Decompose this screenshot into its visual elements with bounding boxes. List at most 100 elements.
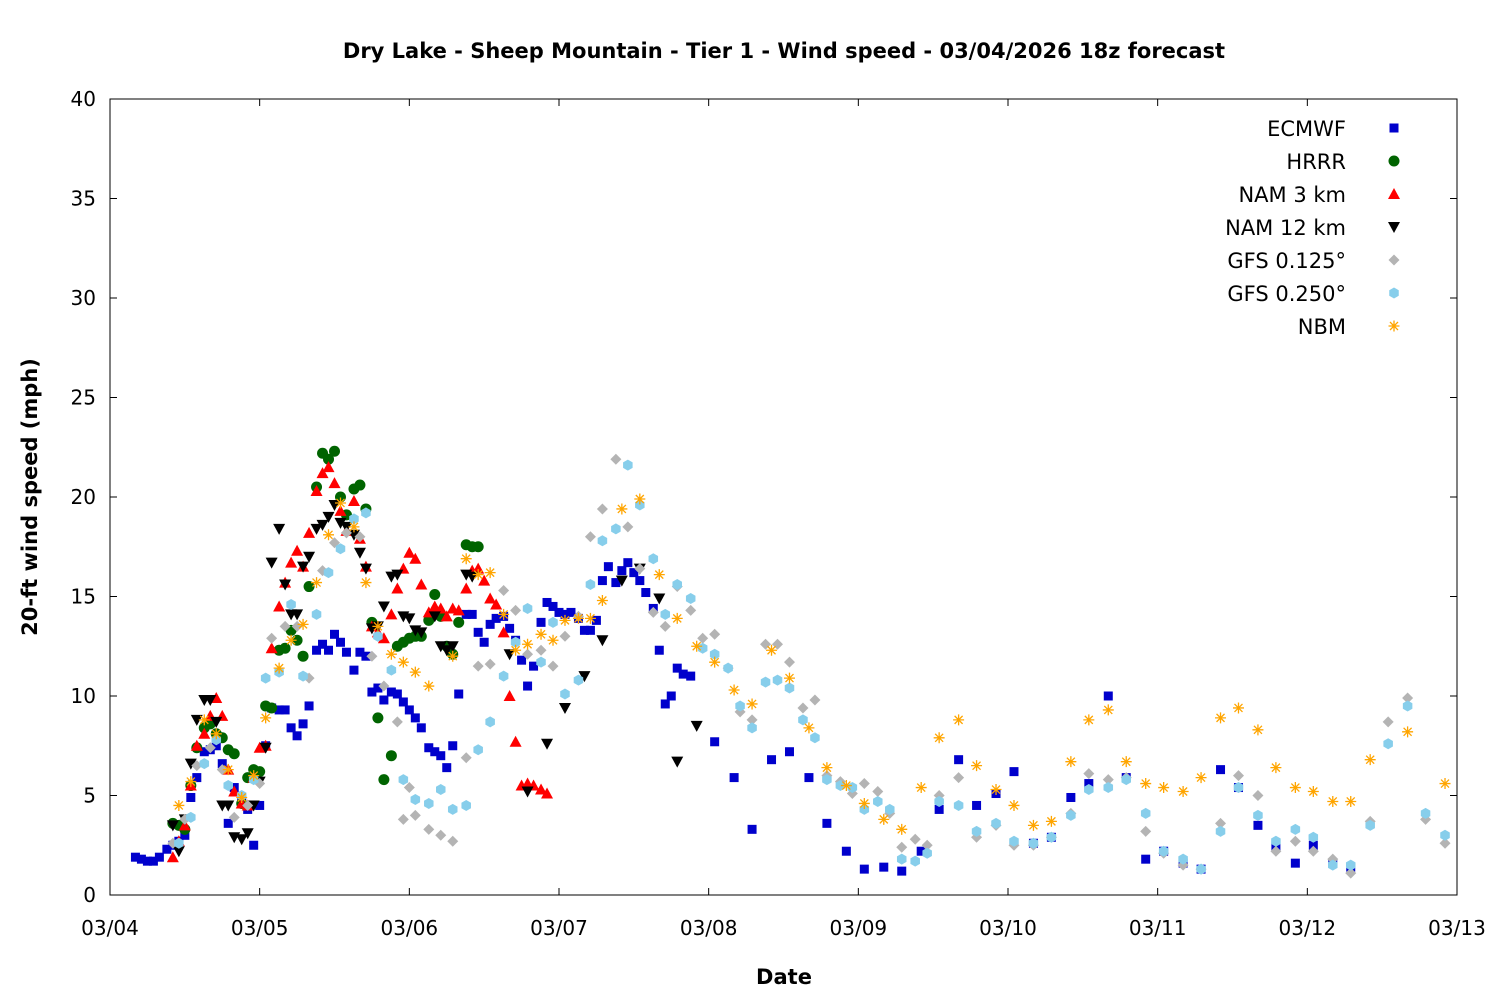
data-point bbox=[497, 626, 510, 638]
data-point bbox=[310, 485, 323, 497]
data-point bbox=[1345, 795, 1357, 807]
data-point bbox=[304, 701, 314, 711]
data-point bbox=[359, 563, 372, 575]
legend-marker bbox=[1388, 320, 1400, 332]
data-point bbox=[353, 547, 366, 559]
data-point bbox=[461, 799, 471, 811]
data-point bbox=[810, 732, 820, 744]
data-point bbox=[1084, 779, 1094, 789]
data-point bbox=[573, 674, 584, 686]
data-point bbox=[1271, 835, 1281, 847]
data-point bbox=[428, 611, 441, 623]
legend-entry-label: ECMWF bbox=[1267, 117, 1346, 141]
data-point bbox=[1046, 831, 1057, 843]
data-point bbox=[872, 786, 884, 798]
data-point bbox=[265, 642, 278, 654]
data-point bbox=[223, 780, 233, 792]
data-point bbox=[560, 688, 570, 700]
data-point bbox=[316, 467, 329, 479]
data-point bbox=[709, 648, 720, 660]
data-point bbox=[440, 645, 453, 657]
data-point bbox=[1233, 782, 1244, 794]
data-point bbox=[273, 523, 286, 535]
data-point bbox=[228, 811, 240, 823]
data-point bbox=[623, 459, 633, 471]
y-tick-label: 25 bbox=[71, 386, 96, 410]
data-point bbox=[617, 566, 627, 576]
data-point bbox=[1364, 754, 1376, 766]
data-point bbox=[467, 609, 477, 619]
data-point bbox=[953, 772, 965, 784]
data-point bbox=[1066, 809, 1076, 821]
data-point bbox=[822, 818, 832, 828]
data-point bbox=[1102, 774, 1114, 786]
data-point bbox=[922, 847, 932, 859]
data-point bbox=[324, 645, 334, 655]
data-point bbox=[690, 720, 703, 732]
data-point bbox=[484, 658, 496, 670]
data-point bbox=[803, 722, 815, 734]
data-point bbox=[415, 627, 428, 639]
legend: ECMWF HRRR NAM 3 km NAM 12 km GFS 0.125° GFS … bbox=[1225, 117, 1400, 339]
data-point bbox=[760, 676, 771, 688]
data-point bbox=[584, 612, 596, 624]
data-point bbox=[211, 741, 221, 751]
data-point bbox=[186, 792, 196, 802]
data-point bbox=[678, 669, 688, 679]
data-point bbox=[821, 762, 833, 774]
x-tick-label: 03/11 bbox=[1129, 916, 1187, 940]
data-point bbox=[190, 739, 203, 751]
data-point bbox=[910, 855, 920, 867]
data-point bbox=[878, 813, 890, 825]
data-point bbox=[1307, 845, 1319, 857]
legend-marker bbox=[1388, 222, 1400, 233]
data-point bbox=[453, 616, 465, 628]
legend-marker bbox=[1389, 287, 1399, 299]
data-point bbox=[603, 562, 613, 572]
data-point bbox=[558, 702, 571, 714]
data-point bbox=[1195, 772, 1207, 784]
data-point bbox=[536, 617, 546, 627]
data-point bbox=[1440, 829, 1450, 841]
data-point bbox=[1083, 714, 1095, 726]
data-point bbox=[578, 671, 591, 683]
data-point bbox=[385, 750, 397, 762]
data-point bbox=[174, 837, 184, 849]
data-point bbox=[286, 598, 296, 610]
data-point bbox=[634, 563, 646, 575]
data-point bbox=[1083, 768, 1095, 780]
y-tick-label: 0 bbox=[83, 883, 96, 907]
data-point bbox=[136, 854, 146, 864]
data-point bbox=[291, 609, 304, 621]
data-point bbox=[585, 625, 595, 635]
data-point bbox=[349, 513, 359, 525]
data-point bbox=[360, 577, 372, 589]
data-point bbox=[398, 697, 408, 707]
data-point bbox=[660, 699, 670, 709]
data-point bbox=[610, 453, 622, 465]
data-point bbox=[629, 568, 639, 578]
data-point bbox=[447, 803, 458, 815]
data-point bbox=[498, 585, 510, 597]
data-point bbox=[660, 608, 671, 620]
data-point bbox=[1232, 770, 1244, 782]
data-point bbox=[409, 809, 421, 821]
data-point bbox=[335, 637, 345, 647]
data-point bbox=[1215, 817, 1227, 829]
x-axis-label: Date bbox=[756, 965, 812, 989]
data-point bbox=[1307, 786, 1319, 798]
data-point bbox=[377, 601, 390, 613]
data-point bbox=[404, 705, 414, 715]
y-tick-label: 35 bbox=[71, 187, 96, 211]
data-point bbox=[916, 846, 926, 856]
data-point bbox=[685, 592, 696, 604]
data-point bbox=[385, 608, 398, 620]
data-point bbox=[522, 602, 533, 614]
data-point bbox=[822, 774, 832, 786]
data-point bbox=[274, 705, 284, 715]
data-point bbox=[1402, 692, 1414, 704]
data-point bbox=[484, 567, 496, 579]
data-point bbox=[391, 569, 404, 581]
data-point bbox=[896, 853, 907, 865]
data-point bbox=[1402, 726, 1414, 738]
